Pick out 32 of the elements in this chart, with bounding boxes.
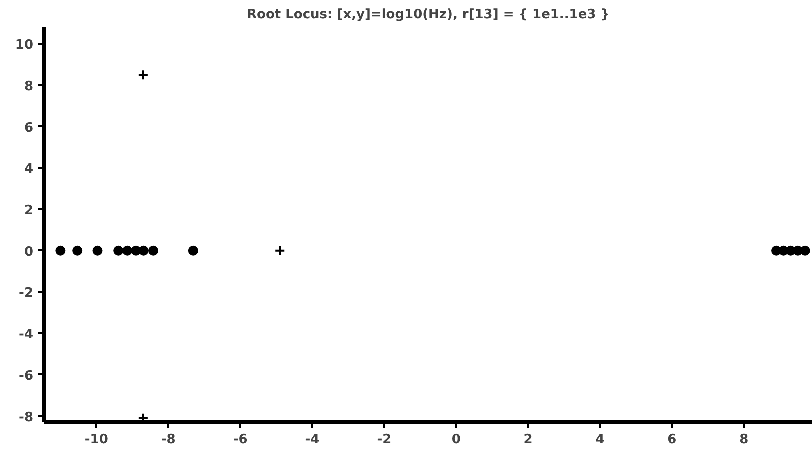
x-tick-label: 4: [596, 432, 605, 448]
y-tick-label: 6: [24, 120, 34, 136]
x-tick-label: 0: [452, 432, 461, 448]
point: [138, 246, 149, 256]
point: [122, 246, 133, 256]
x-tick-label: -6: [233, 432, 248, 448]
point: [138, 70, 149, 81]
y-tick-label: 8: [24, 79, 34, 94]
y-tick-label: 4: [24, 162, 34, 178]
x-tick-label: -8: [161, 432, 176, 448]
y-tick-label: -2: [19, 286, 34, 302]
chart-title: Root Locus: [x,y]=log10(Hz), r[13] = { 1e1..1e3 }: [247, 8, 610, 22]
x-tick-label: -10: [84, 432, 108, 448]
y-tick-label: -4: [19, 328, 34, 343]
point: [92, 246, 103, 256]
point: [800, 246, 810, 256]
point: [148, 246, 158, 256]
y-tick-label: 10: [15, 38, 34, 54]
point: [274, 245, 286, 256]
point: [56, 246, 66, 256]
y-tick-label: -6: [19, 368, 34, 384]
y-tick-label: 0: [24, 244, 34, 260]
point: [114, 246, 124, 256]
y-tick-label: 2: [24, 203, 34, 218]
x-tick-label: -2: [377, 432, 392, 448]
x-tick-label: 8: [740, 432, 749, 448]
x-tick-label: 2: [524, 432, 533, 448]
x-tick-label: -4: [305, 432, 320, 448]
y-tick-label: -8: [19, 410, 34, 426]
point: [188, 246, 198, 256]
x-tick-label: 6: [668, 432, 677, 448]
point: [72, 246, 83, 256]
